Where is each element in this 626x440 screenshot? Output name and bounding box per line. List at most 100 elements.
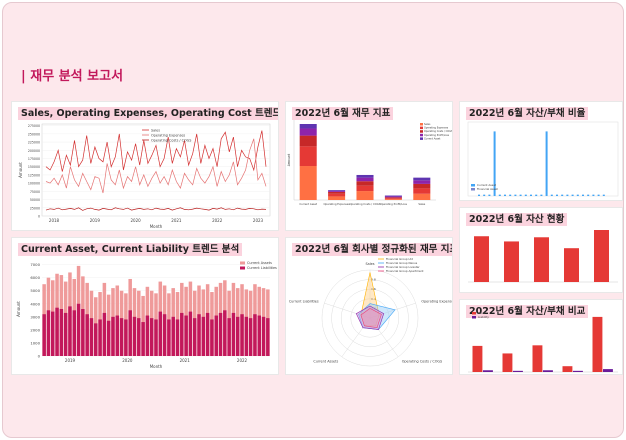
liability-bar: [119, 318, 124, 356]
y-tick-label: 225000: [28, 141, 40, 145]
ratio-bar: [602, 194, 605, 196]
liability-bar: [253, 314, 257, 356]
stacked-bar-segment: [384, 196, 402, 198]
ratio-bar: [582, 194, 584, 196]
asset-status-bar: [534, 237, 549, 282]
liability-bar: [63, 312, 68, 356]
stacked-bar-segment: [413, 177, 431, 181]
liability-bar: [205, 312, 210, 356]
compare-title: 2022년 6월 자산/부채 비교: [466, 305, 589, 318]
radar-spoke: [341, 317, 371, 357]
stacked-bar-segment: [413, 188, 431, 194]
y-tick-label: 1000: [30, 340, 40, 345]
y-tick-label: 5000: [30, 288, 40, 293]
stacked-bar-segment: [356, 181, 374, 186]
liability-bar: [72, 310, 77, 356]
legend-swatch: [420, 130, 423, 133]
legend-swatch: [420, 123, 423, 126]
series-line: [45, 207, 267, 211]
asset-bar: [502, 353, 513, 372]
liability-bar: [145, 315, 150, 356]
x-tick-label: 2020: [131, 218, 142, 223]
legend-swatch: [240, 266, 245, 270]
stacked-bar-segment: [328, 196, 346, 200]
y-tick-label: 4000: [30, 301, 40, 306]
legend-entry: Current Asset: [477, 183, 497, 187]
legend-entry: Financial Group Livestar: [386, 265, 421, 269]
series-line: [45, 138, 267, 194]
x-tick-label: 2018: [49, 218, 60, 223]
stacked-bar-segment: [299, 146, 317, 167]
stacked-bar-segment: [356, 177, 374, 182]
normalized-title: 2022년 6월 회사별 정규화된 재무 지표: [292, 243, 452, 256]
liability-bar: [513, 370, 523, 372]
legend-swatch: [420, 137, 423, 140]
ratio-bar: [478, 194, 480, 196]
y-tick-label: 6000: [30, 275, 40, 280]
ring-label: 0.8: [371, 278, 376, 282]
legend-entry: Current Liabilities: [247, 266, 277, 270]
page-title: | 재무 분석 보고서: [21, 69, 124, 84]
liability-bar: [42, 314, 46, 356]
x-tick-label: 2019: [90, 218, 101, 223]
ring-label: 0.4: [371, 297, 376, 301]
asset-status-title: 2022년 6월 자산 현황: [466, 213, 568, 226]
stacked-bar-segment: [328, 191, 346, 194]
liability-bar: [55, 307, 59, 356]
asset-liability-title: Current Asset, Current Liability 트렌드 분석: [18, 243, 243, 256]
legend-entry: Operating Profit/Loss: [424, 134, 450, 137]
radar-spoke: [369, 317, 399, 357]
asset-status-bar: [564, 248, 579, 282]
ratio-bar: [556, 194, 558, 196]
liability-bar: [85, 314, 89, 356]
legend-entry: Sales: [424, 123, 431, 126]
ratio-bar: [504, 194, 506, 196]
stacked-bar-segment: [328, 193, 346, 197]
legend-entry: Financial Group Nexus: [386, 261, 418, 265]
asset-liability-chart: 0 1000 2000 3000 4000 5000 6000 7000 2019 2020 202…: [16, 261, 277, 369]
legend-swatch: [472, 312, 476, 315]
liability-bar: [51, 311, 55, 356]
x-axis-label: Month: [150, 224, 163, 229]
liability-bar: [158, 311, 163, 356]
ratio-bar: [509, 194, 512, 196]
legend-entry: Financial Group Apartment: [386, 269, 424, 273]
normalized-card: 2022년 6월 회사별 정규화된 재무 지표 0.2 0.4 0.6 0.8 Sale…: [285, 237, 453, 375]
ratio-bar: [550, 194, 553, 196]
ratio-bar: [571, 194, 574, 196]
stacked-bar-segment: [413, 180, 431, 184]
liability-bar: [111, 316, 115, 356]
liability-bar: [175, 319, 180, 356]
liability-bar: [214, 315, 218, 356]
stacked-bar-segment: [328, 191, 346, 192]
radar-series: [360, 272, 380, 327]
y-axis-label: Amount: [16, 301, 21, 317]
liability-bar: [197, 314, 201, 356]
liability-bar: [81, 309, 85, 356]
liability-bar: [128, 310, 132, 356]
series-line: [45, 130, 267, 172]
liability-bar: [46, 310, 51, 356]
liability-bar: [141, 322, 145, 356]
ratio-bar: [535, 194, 538, 196]
category-label: Sales: [418, 202, 426, 206]
x-tick-label: 2022: [237, 358, 248, 363]
liability-bar: [543, 370, 553, 372]
x-tick-label: 2021: [180, 358, 191, 363]
trend-card: Sales, Operating Expenses, Operating Cos…: [11, 101, 279, 231]
asset-status-bar: [504, 241, 519, 282]
liability-bar: [231, 312, 236, 356]
ratio-card: 2022년 6월 자산/부채 비율 Current Asset Financial…: [459, 101, 623, 201]
asset-bar: [562, 366, 573, 372]
liability-bar: [188, 311, 193, 356]
axis-label: Operating Costs / COGS: [402, 360, 442, 364]
stacked-bar-segment: [413, 183, 431, 189]
liability-bar: [115, 315, 120, 356]
stacked-bar-segment: [356, 185, 374, 192]
legend-entry: Financial Group Ltd: [386, 257, 413, 261]
liability-bar: [137, 318, 141, 356]
liability-bar: [244, 316, 249, 356]
liability-bar: [235, 316, 240, 356]
